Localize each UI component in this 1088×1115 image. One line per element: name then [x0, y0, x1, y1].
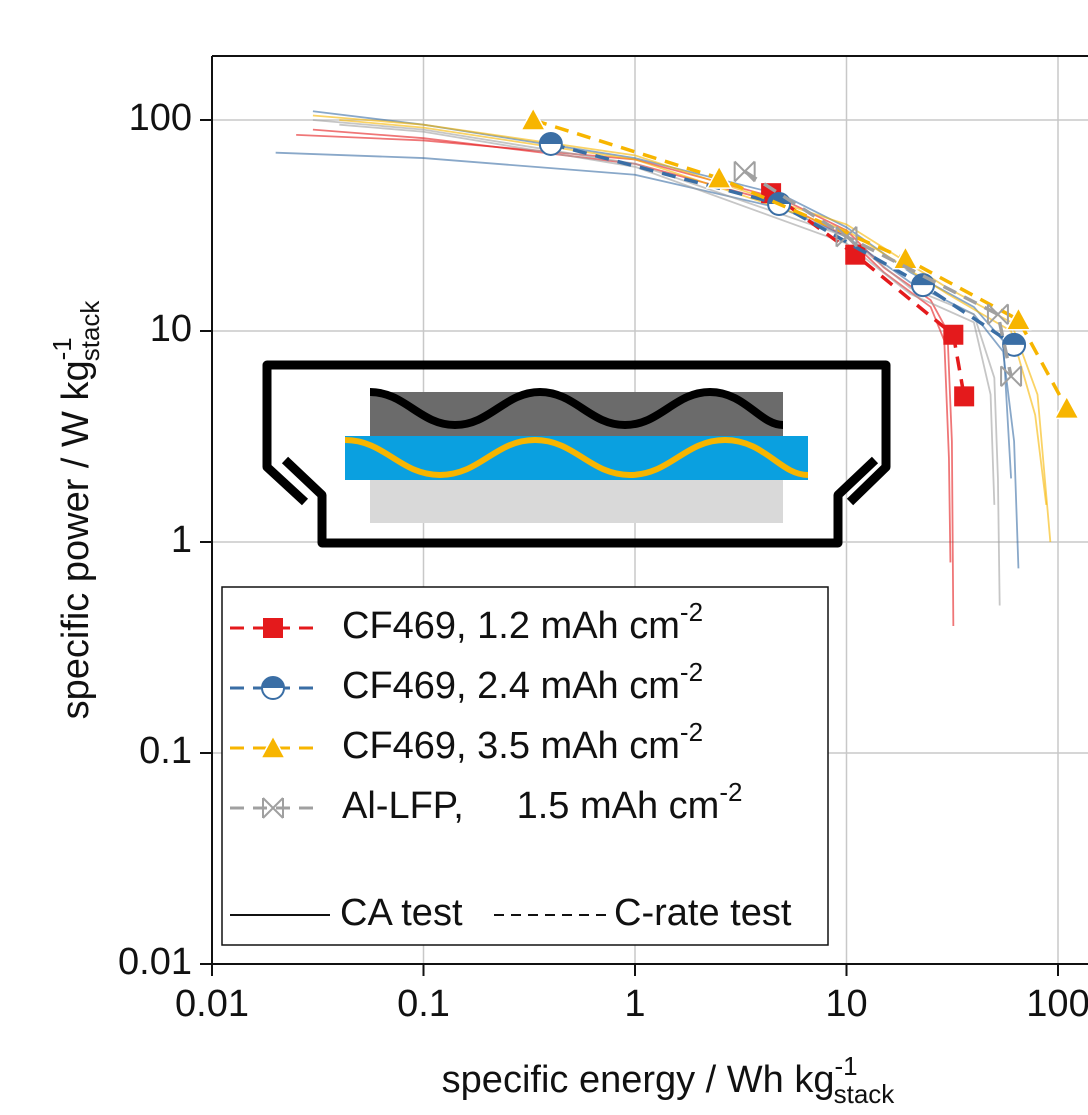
marker-shape: [262, 677, 284, 688]
marker: [733, 160, 756, 183]
marker-shape: [1005, 306, 1032, 331]
marker: [954, 386, 975, 407]
marker: [835, 225, 858, 248]
marker: [943, 324, 964, 345]
marker: [1053, 394, 1081, 420]
marker: [986, 303, 1009, 326]
marker: [261, 676, 285, 700]
c-rate-line: [550, 142, 1016, 347]
axes: 0.01 0.1 1 10 100 0.01 0.1 1 10 100: [118, 55, 1088, 1025]
marker-shape: [262, 797, 284, 819]
marker: [1000, 365, 1023, 388]
y-tick-label: 10: [150, 308, 192, 350]
legend-style-label: C-rate test: [614, 892, 792, 934]
x-axis-title-text: specific energy / Wh kg: [442, 1059, 835, 1101]
legend-label-text: CF469, 2.4 mAh cm: [342, 665, 680, 707]
x-tick-label: 1: [624, 983, 645, 1025]
y-axis-title-sup: -1: [47, 337, 77, 360]
legend-label-sup: -2: [680, 657, 703, 687]
plot-area: [275, 106, 1081, 626]
ca-curve: [339, 123, 996, 505]
y-tick-label: 100: [129, 97, 192, 139]
ca-curve: [312, 114, 1052, 543]
legend-label-text: CF469, 1.2 mAh cm: [342, 605, 680, 647]
legend-style-label: CA test: [340, 892, 463, 934]
x-tick-label: 100: [1026, 983, 1088, 1025]
y-axis-title-sub: stack: [75, 300, 105, 362]
marker-shape: [733, 160, 756, 183]
x-axis-title-sub: stack: [834, 1079, 896, 1109]
marker-shape: [539, 132, 562, 144]
marker: [705, 164, 733, 189]
x-axis-title-sup: -1: [835, 1051, 858, 1081]
c-rate-line: [770, 191, 966, 397]
marker-shape: [943, 324, 964, 345]
ca-curve: [312, 119, 1001, 606]
marker: [519, 106, 547, 131]
x-tick-label: 10: [825, 983, 867, 1025]
y-tick-label: 0.1: [139, 730, 192, 772]
y-tick-label: 1: [171, 519, 192, 561]
marker: [1002, 332, 1027, 357]
marker: [262, 797, 284, 819]
y-axis-title-text: specific power / W kg: [55, 360, 97, 719]
marker-shape: [835, 225, 858, 248]
y-tick-label: 0.01: [118, 941, 192, 983]
c-rate-line: [743, 170, 1013, 377]
marker-shape: [705, 164, 733, 189]
marker-shape: [1003, 333, 1026, 345]
x-tick-label: 0.1: [397, 983, 450, 1025]
y-axis-title: specific power / W kg-1stack: [47, 300, 105, 720]
marker-shape: [259, 734, 287, 759]
legend-label: CF469, 2.4 mAh cm-2: [342, 657, 703, 707]
inset-schematic: [262, 360, 891, 548]
marker-shape: [1000, 365, 1023, 388]
marker-shape: [986, 303, 1009, 326]
marker: [1005, 306, 1032, 331]
legend-label: CF469, 3.5 mAh cm-2: [342, 717, 703, 767]
x-axis-title: specific energy / Wh kg-1 stack: [442, 1051, 896, 1109]
marker-shape: [954, 386, 975, 407]
legend-label-sup: -2: [680, 597, 703, 627]
x-tick-label: 0.01: [175, 983, 249, 1025]
legend-label-sup: -2: [719, 777, 742, 807]
legend-label-sup: -2: [680, 717, 703, 747]
marker: [259, 734, 287, 759]
legend-label-text: Al-LFP, 1.5 mAh cm: [342, 785, 719, 827]
legend-label-text: CF469, 3.5 mAh cm: [342, 725, 680, 767]
marker-shape: [263, 618, 283, 638]
legend-label: Al-LFP, 1.5 mAh cm-2: [342, 777, 742, 827]
marker-shape: [1053, 394, 1081, 420]
marker: [538, 131, 563, 156]
marker: [263, 618, 283, 638]
legend-label: CF469, 1.2 mAh cm-2: [342, 597, 703, 647]
marker-shape: [519, 106, 547, 131]
